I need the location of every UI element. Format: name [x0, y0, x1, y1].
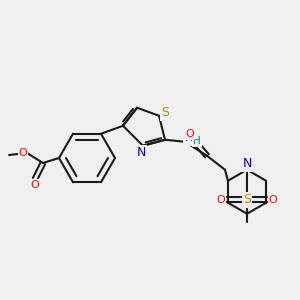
Text: O: O	[19, 148, 27, 158]
Text: O: O	[186, 129, 194, 139]
Text: O: O	[217, 195, 225, 205]
Text: O: O	[268, 195, 278, 205]
Text: S: S	[243, 193, 251, 206]
Text: H: H	[193, 136, 201, 146]
Text: N: N	[184, 131, 194, 144]
Text: O: O	[31, 180, 39, 190]
Text: N: N	[136, 146, 146, 159]
Text: N: N	[242, 157, 252, 170]
Text: S: S	[161, 106, 169, 119]
